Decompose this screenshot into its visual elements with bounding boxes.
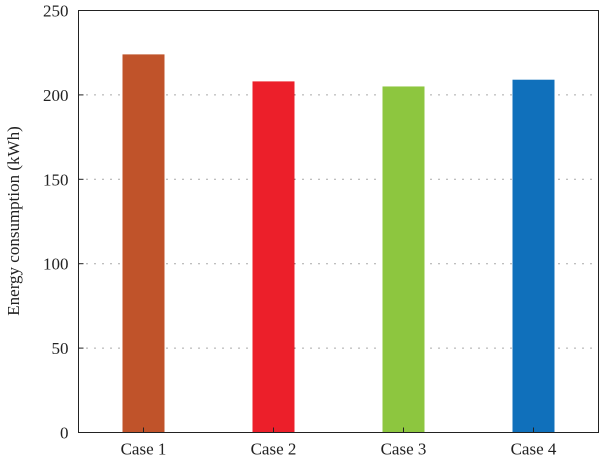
y-axis-label: Energy consumption (kWh) (4, 126, 23, 315)
bar-case-4 (512, 79, 555, 433)
y-tick-label-250: 250 (43, 2, 69, 21)
x-tick-label-4: Case 4 (511, 440, 557, 459)
x-axis: Case 1 Case 2 Case 3 Case 4 (121, 427, 557, 459)
y-tick-label-150: 150 (43, 170, 69, 189)
x-tick-label-1: Case 1 (121, 440, 167, 459)
x-tick-label-3: Case 3 (381, 440, 427, 459)
y-tick-label-50: 50 (52, 339, 69, 358)
bar-case-2 (252, 81, 295, 433)
y-tick-label-0: 0 (60, 424, 69, 443)
bar-case-1 (122, 54, 165, 433)
y-tick-label-200: 200 (43, 86, 69, 105)
y-tick-label-100: 100 (43, 255, 69, 274)
x-tick-label-2: Case 2 (251, 440, 297, 459)
plot-frame (78, 10, 599, 433)
bar-case-3 (382, 86, 425, 433)
y-axis: 0 50 100 150 200 250 (43, 2, 84, 443)
bars (122, 54, 555, 433)
